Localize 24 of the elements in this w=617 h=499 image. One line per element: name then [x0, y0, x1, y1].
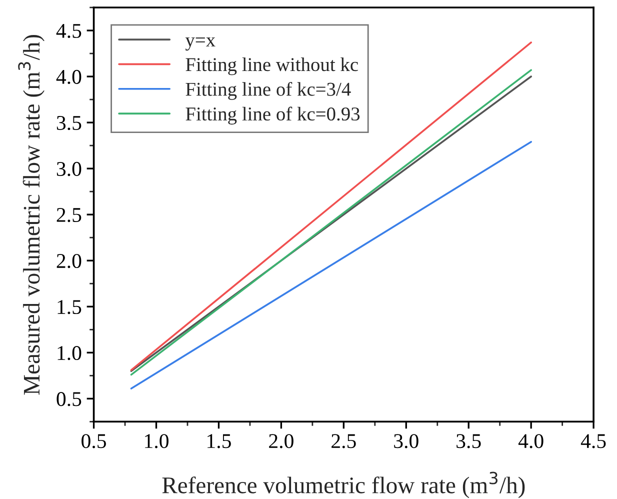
x-tick-label: 1.5 — [208, 434, 231, 448]
x-tick-label: 0.5 — [82, 434, 106, 448]
legend-label: Fitting line without kc — [186, 57, 358, 76]
legend-label: Fitting line of kc=0.93 — [186, 106, 360, 125]
x-tick-label: 3.0 — [394, 434, 418, 448]
x-tick-label: 1.0 — [145, 434, 168, 448]
y-tick-label: 2.5 — [56, 208, 82, 222]
x-axis-title: Reference volumetric flow rate (m$^{3}$/h) — [162, 472, 525, 498]
y-tick-label: 3.5 — [56, 116, 82, 130]
y-tick-label: 4.5 — [56, 24, 82, 38]
legend-label: y=x — [185, 37, 216, 51]
y-tick-label: 4.0 — [56, 70, 82, 84]
x-tick-label: 4.5 — [580, 434, 606, 448]
y-tick-label: 1.5 — [58, 300, 82, 314]
y-tick-label: 3.0 — [56, 162, 82, 176]
x-tick-label: 2.5 — [332, 434, 356, 448]
y-tick-label: 0.5 — [56, 392, 82, 406]
x-tick-label: 4.0 — [518, 434, 544, 448]
y-axis-title: Measured volumetric flow rate (m$^{3}$/h) — [18, 34, 44, 395]
y-tick-label: 2.0 — [56, 254, 82, 268]
legend-label: Fitting line of kc=3/4 — [186, 82, 351, 100]
y-tick-label: 1.0 — [58, 346, 82, 360]
x-tick-label: 3.5 — [456, 434, 481, 448]
x-tick-label: 2.0 — [269, 434, 294, 448]
